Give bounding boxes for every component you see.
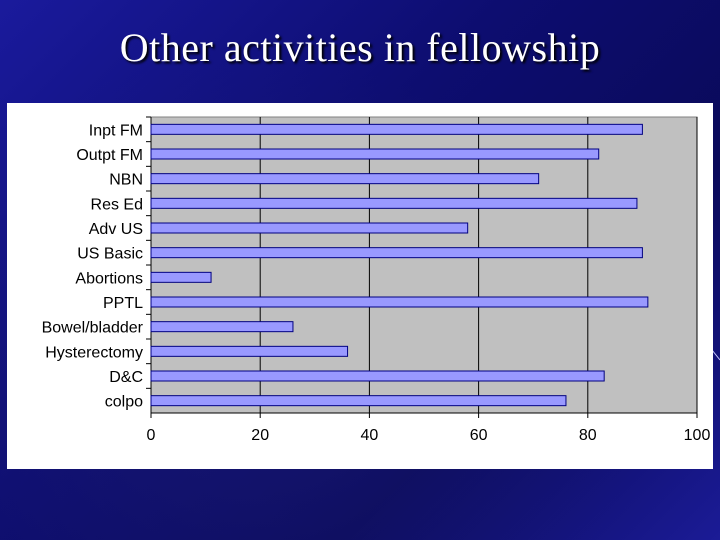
bar: [150, 148, 600, 160]
chart-frame: 0 20 40 60 80 100 Inpt FM Outpt FM NBN Res Ed Adv …: [7, 103, 713, 469]
x-tick-label: 0: [147, 427, 156, 444]
category-label: Adv US: [89, 221, 143, 238]
category-label: Outpt FM: [76, 147, 143, 164]
bar: [150, 247, 643, 259]
bar: [150, 395, 567, 407]
x-tick-label: 60: [470, 427, 488, 444]
bar: [150, 321, 294, 333]
x-tick-label: 100: [684, 427, 711, 444]
category-label: Inpt FM: [89, 122, 143, 139]
slide-title: Other activities in fellowship: [119, 25, 601, 70]
category-label: US Basic: [77, 246, 143, 263]
category-label: PPTL: [103, 295, 143, 312]
bar: [150, 345, 349, 357]
plot-area: [150, 116, 698, 414]
category-label: D&C: [109, 369, 143, 386]
category-label: Bowel/bladder: [42, 320, 144, 337]
x-tick-label: 20: [251, 427, 269, 444]
x-tick-label: 80: [579, 427, 597, 444]
category-label: Hysterectomy: [45, 344, 143, 361]
category-label: Res Ed: [91, 196, 143, 213]
category-label: colpo: [105, 394, 143, 411]
bar: [150, 173, 540, 185]
category-label: Abortions: [75, 270, 143, 287]
bar-chart: 0 20 40 60 80 100 Inpt FM Outpt FM NBN Res Ed Adv …: [42, 116, 711, 444]
bar: [150, 123, 643, 135]
bar: [150, 271, 212, 283]
bar: [150, 296, 649, 308]
bar: [150, 370, 605, 382]
x-tick-label: 40: [361, 427, 379, 444]
category-label: NBN: [109, 172, 143, 189]
bar: [150, 197, 638, 209]
bar: [150, 222, 469, 234]
